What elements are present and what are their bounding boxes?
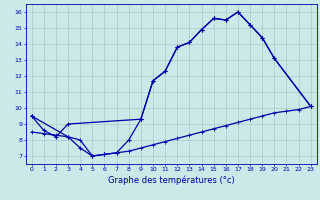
- X-axis label: Graphe des températures (°c): Graphe des températures (°c): [108, 175, 235, 185]
